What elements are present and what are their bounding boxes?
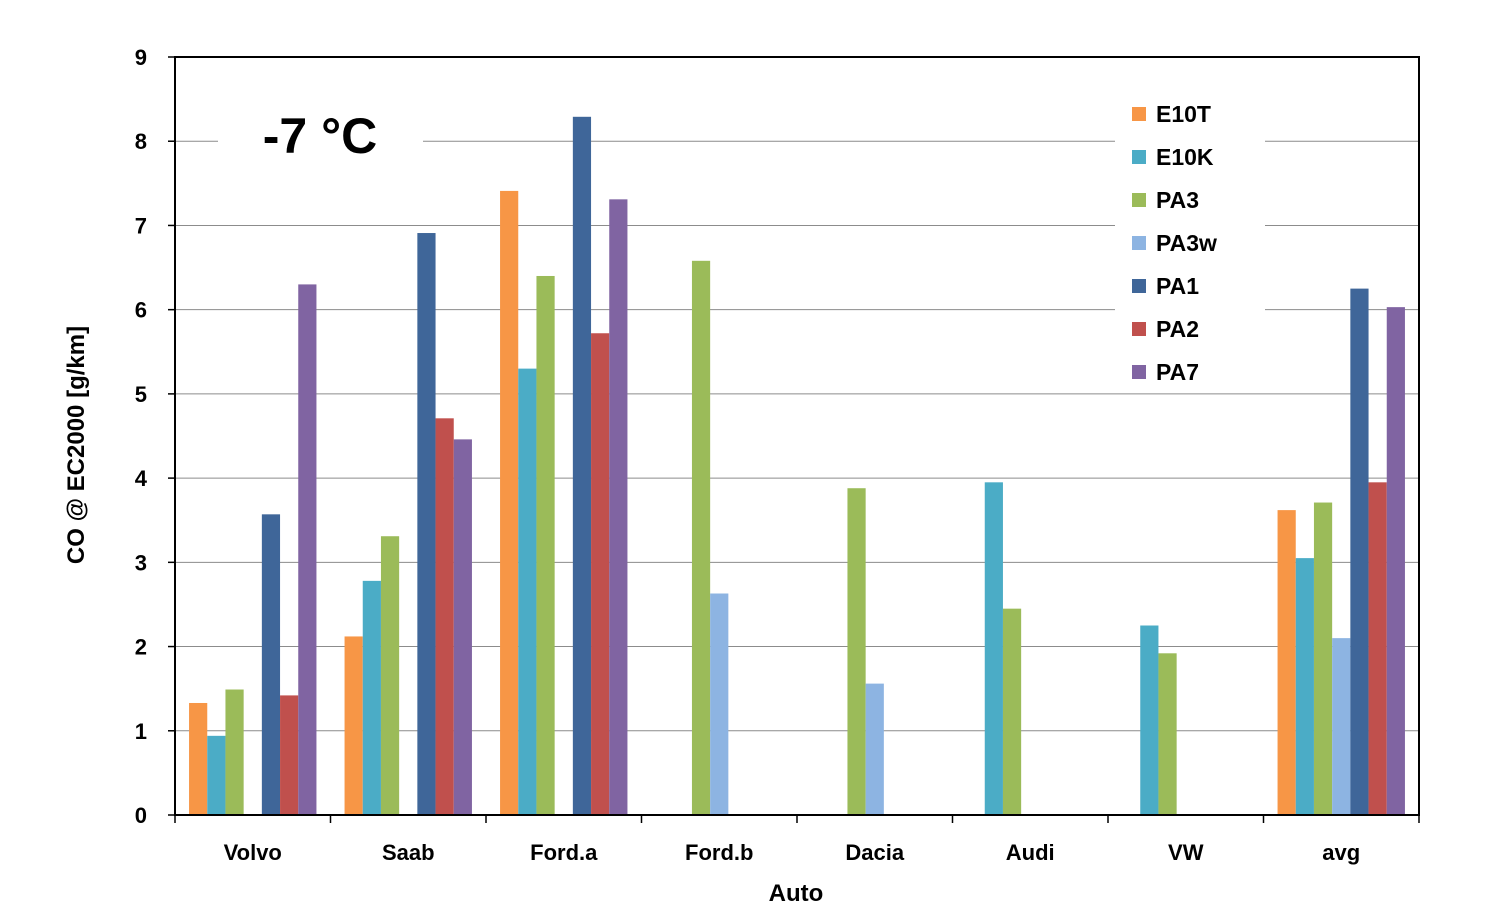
bar — [865, 683, 884, 815]
bar — [225, 689, 244, 815]
legend-swatch — [1132, 322, 1146, 336]
legend-label: E10T — [1156, 101, 1211, 127]
bar — [280, 695, 299, 815]
bar — [710, 593, 729, 815]
x-tick-label: Saab — [382, 840, 435, 865]
bar — [1277, 510, 1296, 815]
bar — [1295, 558, 1314, 815]
bar — [518, 368, 537, 815]
x-tick-label: VW — [1168, 840, 1204, 865]
legend-label: PA2 — [1156, 316, 1199, 342]
bar — [984, 482, 1003, 815]
bar — [609, 199, 628, 815]
bar — [189, 702, 208, 815]
y-tick-label: 0 — [135, 803, 147, 828]
bar — [1350, 288, 1369, 816]
bar — [261, 514, 281, 815]
legend-label: PA3 — [1156, 187, 1199, 213]
y-tick-label: 7 — [135, 213, 147, 238]
bar — [453, 439, 472, 815]
y-tick-label: 9 — [135, 45, 147, 70]
legend-swatch — [1132, 150, 1146, 164]
x-tick-label: Dacia — [845, 840, 904, 865]
bar — [380, 536, 400, 815]
bar — [1140, 625, 1159, 815]
legend-label: PA3w — [1156, 230, 1217, 256]
annotation-background — [218, 100, 423, 178]
x-tick-label: Ford.b — [685, 840, 753, 865]
y-tick-label: 2 — [135, 635, 147, 660]
bar — [1368, 482, 1387, 815]
bar — [691, 260, 711, 816]
bar — [536, 275, 555, 815]
x-tick-labels: Volvo Saab Ford.a Ford.b Dacia Audi VW avg — [224, 840, 1361, 865]
x-tick-label: avg — [1322, 840, 1360, 865]
x-tick-label: Audi — [1006, 840, 1055, 865]
bar — [435, 418, 454, 815]
y-tick-label: 6 — [135, 298, 147, 323]
bar — [417, 233, 436, 816]
y-tick-label: 3 — [135, 550, 147, 575]
legend: E10T E10K PA3 PA3w PA1 PA2 PA7 — [1132, 101, 1217, 385]
x-tick-label: Ford.a — [530, 840, 598, 865]
legend-label: PA1 — [1156, 273, 1199, 299]
legend-swatch — [1132, 365, 1146, 379]
legend-swatch — [1132, 279, 1146, 293]
y-tick-label: 5 — [135, 382, 147, 407]
bar — [1332, 638, 1351, 815]
y-tick-label: 1 — [135, 719, 147, 744]
bars — [189, 116, 1405, 816]
bar — [1386, 307, 1405, 815]
bar — [362, 580, 381, 815]
legend-swatch — [1132, 236, 1146, 250]
bar — [298, 284, 317, 815]
bar — [1158, 653, 1177, 815]
bar — [847, 488, 866, 815]
y-tick-labels: 0 1 2 3 4 5 6 7 8 9 — [135, 45, 148, 828]
x-axis-title: Auto — [769, 880, 824, 907]
bar — [1313, 502, 1333, 815]
temperature-annotation: -7 °C — [263, 108, 377, 164]
bar — [591, 333, 610, 815]
y-axis-title: CO @ EC2000 [g/km] — [63, 326, 90, 564]
plot-frame — [174, 56, 1420, 816]
y-tick-label: 8 — [135, 129, 147, 154]
bar — [500, 190, 519, 815]
legend-swatch — [1132, 107, 1146, 121]
bar — [1002, 608, 1022, 815]
bar — [572, 116, 592, 815]
bar — [207, 735, 226, 815]
legend-label: PA7 — [1156, 359, 1199, 385]
y-tick-label: 4 — [135, 466, 148, 491]
axes — [168, 56, 1420, 823]
x-tick-label: Volvo — [224, 840, 282, 865]
legend-swatch — [1132, 193, 1146, 207]
bar — [344, 636, 363, 815]
legend-label: E10K — [1156, 144, 1214, 170]
